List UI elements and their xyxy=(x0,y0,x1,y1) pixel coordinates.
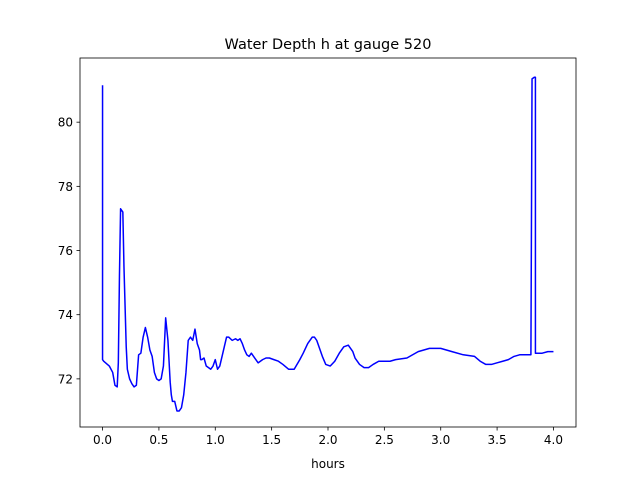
y-tick-label: 78 xyxy=(58,180,73,194)
x-axis-label: hours xyxy=(311,457,345,471)
y-tick-label: 80 xyxy=(58,116,73,130)
x-tick-label: 1.0 xyxy=(206,433,225,447)
y-tick-label: 72 xyxy=(58,372,73,386)
x-tick-label: 0.0 xyxy=(93,433,112,447)
y-tick-label: 74 xyxy=(58,308,73,322)
x-tick-label: 2.0 xyxy=(318,433,337,447)
y-tick-label: 76 xyxy=(58,244,73,258)
x-tick-label: 3.0 xyxy=(431,433,450,447)
x-tick-label: 1.5 xyxy=(262,433,281,447)
x-tick-label: 3.5 xyxy=(488,433,507,447)
x-tick-label: 4.0 xyxy=(544,433,563,447)
chart-title: Water Depth h at gauge 520 xyxy=(225,37,432,53)
plot-area: 0.0 0.5 1.0 1.5 2.0 2.5 3.0 3.5 4.0 72 74 76 78 80 xyxy=(58,57,577,447)
x-tick-label: 0.5 xyxy=(149,433,168,447)
series-line-0 xyxy=(101,76,554,412)
x-tick-label: 2.5 xyxy=(375,433,394,447)
